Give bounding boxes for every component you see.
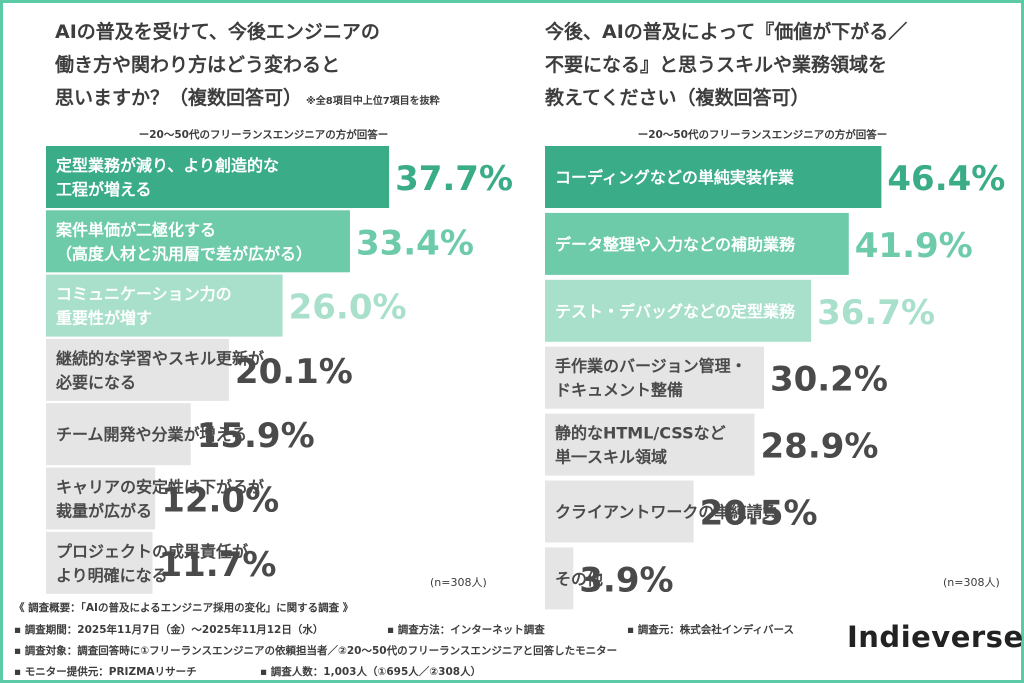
left-value-label-7: 11.7% bbox=[158, 545, 276, 585]
left-sample-size: (n=308人) bbox=[430, 576, 487, 589]
right-title-line-1: 今後、AIの普及によって『価値が下がる／ bbox=[545, 21, 908, 43]
right-value-label-3: 36.7% bbox=[817, 293, 935, 333]
left-category-label-1: 定型業務が減り、より創造的な bbox=[55, 156, 279, 175]
left-bar-7 bbox=[46, 531, 153, 594]
left-category-label-3: コミュニケーション力の bbox=[56, 285, 232, 304]
right-category-label-7: その他 bbox=[555, 569, 603, 588]
monitor-provider: ▪ モニター提供元：PRIZMAリサーチ bbox=[14, 666, 197, 678]
survey-target: ▪ 調査対象：調査回答時に①フリーランスエンジニアの依頼担当者／②20～50代の… bbox=[14, 645, 618, 657]
right-bar-1 bbox=[545, 146, 882, 208]
right-value-label-2: 41.9% bbox=[855, 226, 973, 266]
left-bar-5 bbox=[46, 403, 191, 466]
right-chart-subtitle: ー20～50代のフリーランスエンジニアの方が回答ー bbox=[637, 129, 888, 141]
right-value-label-5: 28.9% bbox=[761, 427, 879, 467]
survey-source: ▪ 調査元：株式会社インディバース bbox=[627, 624, 795, 636]
right-bar-4 bbox=[545, 346, 764, 409]
survey-count: ▪ 調査人数：1,003人（①695人／②308人） bbox=[260, 666, 482, 678]
left-category-label-2: 案件単価が二極化する bbox=[55, 220, 216, 239]
right-value-label-1: 46.4% bbox=[887, 159, 1005, 199]
survey-period: ▪ 調査期間：2025年11月7日（金）～2025年11月12日（水） bbox=[14, 624, 324, 636]
left-category-label-6: キャリアの安定性は下がるが bbox=[56, 478, 264, 497]
left-title-line-1: AIの普及を受けて、今後エンジニアの bbox=[55, 21, 380, 43]
right-bar-3 bbox=[545, 279, 812, 342]
left-bar-2 bbox=[46, 210, 350, 273]
left-bar-6 bbox=[46, 467, 156, 530]
left-value-label-3: 26.0% bbox=[289, 288, 407, 328]
right-category-label-4: 手作業のバージョン管理・ bbox=[555, 357, 747, 376]
left-value-label-5: 15.9% bbox=[197, 416, 315, 456]
right-category-label-5: 静的なHTML/CSSなど bbox=[555, 424, 726, 443]
right-title-line-3: 教えてください（複数回答可） bbox=[545, 87, 810, 109]
left-value-label-6: 12.0% bbox=[161, 481, 279, 521]
right-category-label-1: コーディングなどの単純実装作業 bbox=[555, 168, 795, 187]
left-category-label-3: 重要性が増す bbox=[56, 309, 152, 328]
survey-overview-heading: 《 調査概要：「AIの普及によるエンジニア採用の変化」に関する調査 》 bbox=[14, 602, 354, 614]
left-title-line-2: 働き方や関わり方はどう変わると bbox=[55, 54, 341, 76]
left-category-label-7: より明確になる bbox=[56, 566, 168, 585]
left-category-label-7: プロジェクトの成果責任が bbox=[56, 542, 248, 561]
right-category-label-4: ドキュメント整備 bbox=[555, 381, 683, 400]
left-chart-title: AIの普及を受けて、今後エンジニアの 働き方や関わり方はどう変わると 思いますか… bbox=[55, 16, 440, 115]
right-sample-size: (n=308人) bbox=[943, 576, 1000, 589]
left-category-label-2: （高度人材と汎用層で差が広がる） bbox=[56, 244, 312, 263]
right-bar-5 bbox=[545, 413, 755, 476]
right-category-label-2: データ整理や入力などの補助業務 bbox=[555, 235, 796, 254]
left-chart-subtitle: ー20～50代のフリーランスエンジニアの方が回答ー bbox=[138, 129, 389, 141]
left-category-label-4: 継続的な学習やスキル更新が bbox=[56, 349, 264, 368]
right-chart-title: 今後、AIの普及によって『価値が下がる／ 不要になる』と思うスキルや業務領域を … bbox=[545, 16, 907, 115]
right-value-label-6: 20.5% bbox=[700, 494, 818, 534]
left-bar-3 bbox=[46, 274, 283, 337]
right-category-label-3: テスト・デバッグなどの定型業務 bbox=[555, 302, 796, 321]
left-category-label-1: 工程が増える bbox=[56, 180, 152, 199]
right-value-label-7: 3.9% bbox=[579, 560, 673, 600]
right-bar-7 bbox=[545, 547, 574, 610]
left-category-label-6: 裁量が広がる bbox=[56, 502, 152, 521]
left-title-note: ※全8項目中上位7項目を抜粋 bbox=[306, 96, 440, 107]
right-bar-6 bbox=[545, 480, 694, 543]
left-title-line-3: 思いますか？（複数回答可） bbox=[55, 87, 303, 109]
left-value-label-1: 37.7% bbox=[395, 159, 513, 199]
left-category-label-4: 必要になる bbox=[55, 373, 136, 392]
left-bar-1 bbox=[46, 146, 390, 208]
indieverse-logo: Indieverse bbox=[847, 620, 1024, 654]
right-category-label-5: 単一スキル領域 bbox=[555, 448, 667, 467]
left-value-label-2: 33.4% bbox=[356, 223, 474, 263]
left-category-label-5: チーム開発や分業が増える bbox=[56, 425, 247, 444]
left-value-label-4: 20.1% bbox=[235, 352, 353, 392]
right-bar-2 bbox=[545, 212, 849, 275]
left-bar-4 bbox=[46, 338, 229, 401]
right-value-label-4: 30.2% bbox=[770, 360, 888, 400]
survey-method: ▪ 調査方法：インターネット調査 bbox=[387, 624, 545, 636]
right-category-label-6: クライアントワークの単純請負 bbox=[555, 503, 778, 522]
right-title-line-2: 不要になる』と思うスキルや業務領域を bbox=[545, 54, 888, 76]
